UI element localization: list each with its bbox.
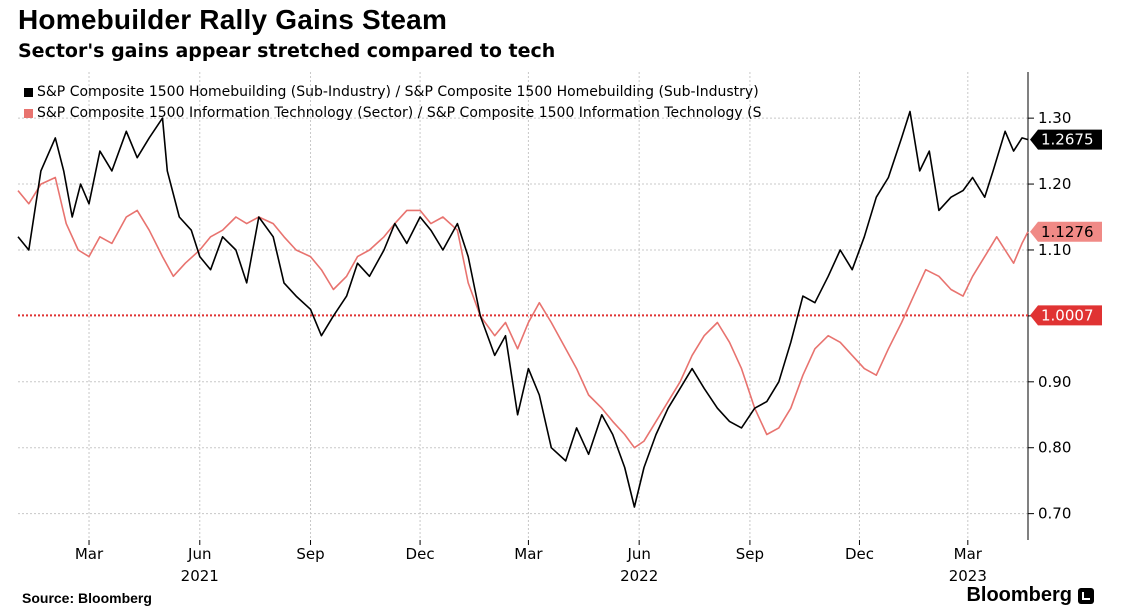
chart-subtitle: Sector's gains appear stretched compared… bbox=[18, 40, 556, 62]
x-tick-label: Jun bbox=[626, 545, 650, 563]
legend-swatch-tech bbox=[24, 109, 33, 118]
grid-lines bbox=[18, 72, 1028, 540]
legend-label-homebuilding: S&P Composite 1500 Homebuilding (Sub-Ind… bbox=[37, 84, 759, 100]
x-year-label: 2023 bbox=[949, 567, 987, 585]
x-axis: Mar Jun Sep Dec Mar Jun Sep Dec Mar 2021 2022 2023 bbox=[75, 540, 987, 585]
brand-logo: Bloomberg bbox=[966, 584, 1094, 607]
y-axis: 0.70 0.80 0.90 1.10 1.20 1.30 bbox=[1027, 72, 1071, 540]
series-lines bbox=[17, 110, 1029, 508]
series-line-homebuilding bbox=[17, 110, 1029, 508]
legend-swatch-homebuilding bbox=[24, 88, 33, 97]
y-tick-label: 0.90 bbox=[1038, 373, 1071, 391]
brand-name: Bloomberg bbox=[966, 584, 1072, 606]
homebuilding-last-value-tag bbox=[1030, 129, 1102, 150]
x-tick-label: Sep bbox=[296, 545, 324, 563]
y-tick-label: 1.20 bbox=[1038, 175, 1071, 193]
x-tick-label: Mar bbox=[75, 545, 104, 563]
legend-item-tech: S&P Composite 1500 Information Technolog… bbox=[24, 103, 829, 124]
source-note: Source: Bloomberg bbox=[22, 590, 152, 606]
x-tick-label: Mar bbox=[954, 545, 983, 563]
x-tick-label: Dec bbox=[845, 545, 874, 563]
legend-item-homebuilding: S&P Composite 1500 Homebuilding (Sub-Ind… bbox=[24, 82, 829, 103]
x-tick-label: Sep bbox=[736, 545, 764, 563]
x-tick-label: Jun bbox=[187, 545, 211, 563]
value-tags: 1.2675 1.1276 1.0007 bbox=[1030, 129, 1102, 326]
x-tick-label: Mar bbox=[514, 545, 543, 563]
legend: S&P Composite 1500 Homebuilding (Sub-Ind… bbox=[24, 82, 829, 124]
y-tick-label: 1.10 bbox=[1038, 241, 1071, 259]
y-tick-label: 1.30 bbox=[1038, 109, 1071, 127]
chart-title: Homebuilder Rally Gains Steam bbox=[18, 4, 448, 35]
series-line-tech bbox=[17, 176, 1029, 449]
homebuilding-last-value-tag-label: 1.2675 bbox=[1041, 131, 1094, 149]
reference-value-tag-label: 1.0007 bbox=[1041, 306, 1094, 324]
tech-last-value-tag-label: 1.1276 bbox=[1041, 223, 1094, 241]
x-tick-label: Dec bbox=[406, 545, 435, 563]
y-tick-label: 0.70 bbox=[1038, 505, 1071, 523]
tech-last-value-tag bbox=[1030, 221, 1102, 242]
legend-label-tech: S&P Composite 1500 Information Technolog… bbox=[37, 105, 762, 121]
x-year-label: 2021 bbox=[181, 567, 219, 585]
y-tick-label: 0.80 bbox=[1038, 439, 1071, 457]
x-year-label: 2022 bbox=[620, 567, 658, 585]
bloomberg-logo-icon bbox=[1078, 587, 1094, 604]
reference-value-tag bbox=[1030, 305, 1102, 326]
